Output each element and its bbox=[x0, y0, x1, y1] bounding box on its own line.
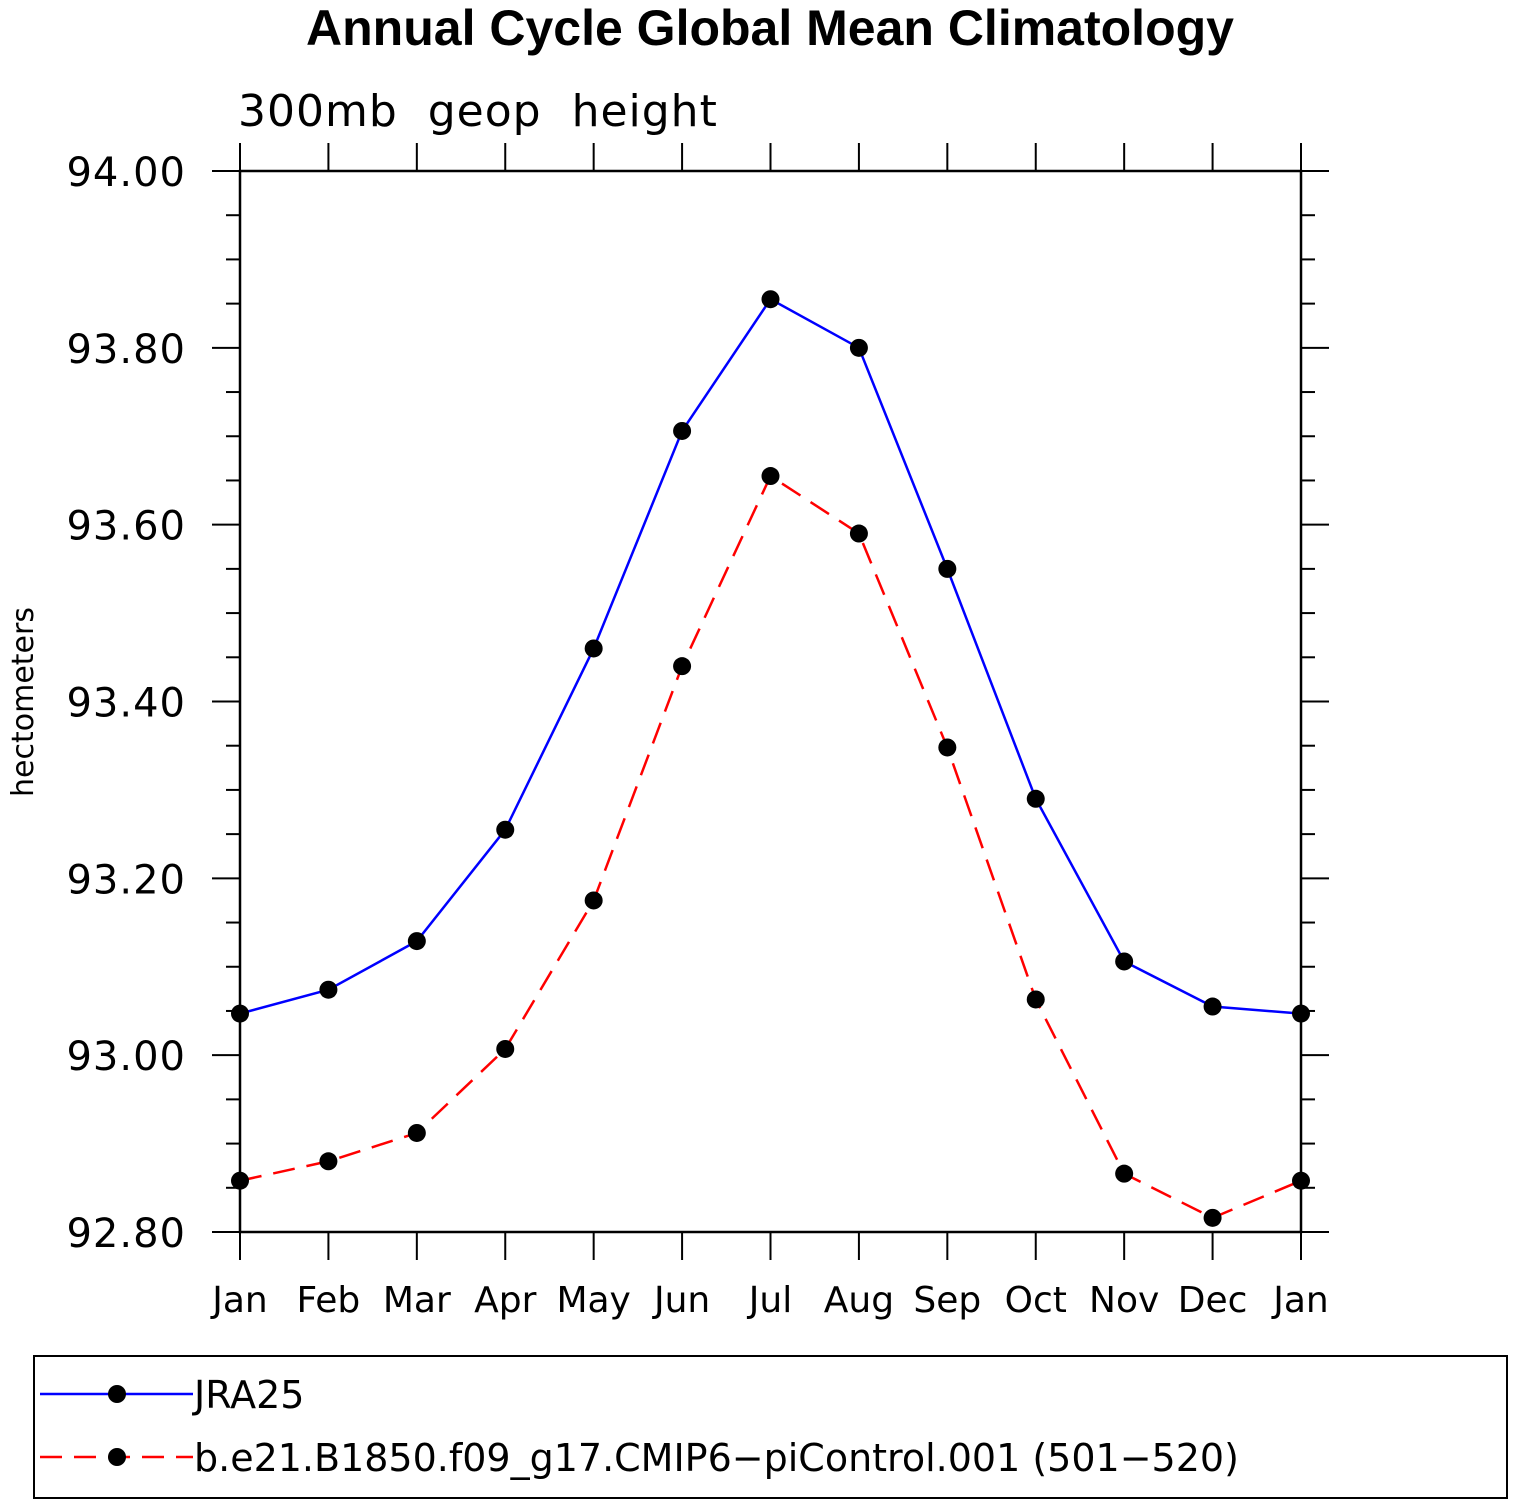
y-tick-label: 93.80 bbox=[66, 327, 186, 373]
x-tick-label: Oct bbox=[1005, 1280, 1067, 1321]
y-tick-label: 93.60 bbox=[66, 504, 186, 550]
data-point bbox=[1203, 1208, 1222, 1227]
series-layer bbox=[231, 290, 1310, 1227]
data-point bbox=[496, 1039, 515, 1058]
data-point bbox=[849, 338, 868, 357]
legend: JRA25 b.e21.B1850.f09_g17.CMIP6−piControl… bbox=[40, 1373, 1239, 1480]
series-line-0 bbox=[239, 297, 1302, 1015]
x-tick-label: Jun bbox=[652, 1280, 710, 1321]
chart-title: Annual Cycle Global Mean Climatology bbox=[306, 0, 1234, 56]
data-point bbox=[1026, 990, 1045, 1009]
x-tick-label: May bbox=[556, 1280, 630, 1321]
legend-label-0: JRA25 bbox=[192, 1373, 304, 1417]
legend-label-1: b.e21.B1850.f09_g17.CMIP6−piControl.001 … bbox=[194, 1436, 1239, 1480]
plot-axes: 92.80 93.00 93.20 93.40 93.60 93.80 94.00 Jan Fe… bbox=[66, 143, 1329, 1321]
legend-box bbox=[33, 1355, 1508, 1499]
chart-subtitle: 300mb geop height bbox=[238, 86, 718, 137]
data-point bbox=[319, 980, 338, 999]
x-tick-label: Apr bbox=[474, 1280, 536, 1321]
y-axis-label: hectometers bbox=[6, 607, 41, 797]
x-tick-label: Jul bbox=[747, 1280, 792, 1321]
data-point bbox=[1292, 1171, 1310, 1190]
series-line-1 bbox=[239, 474, 1302, 1220]
y-tick-label: 93.00 bbox=[66, 1034, 186, 1080]
data-point bbox=[761, 467, 780, 486]
y-tick-label: 92.80 bbox=[66, 1211, 186, 1257]
data-point bbox=[231, 1004, 249, 1023]
plot-frame bbox=[238, 169, 1303, 1234]
data-point bbox=[1203, 997, 1222, 1016]
data-point bbox=[231, 1171, 249, 1190]
data-point bbox=[584, 891, 603, 910]
x-tick-label: Feb bbox=[297, 1280, 361, 1321]
data-point bbox=[849, 524, 868, 543]
data-point bbox=[1115, 1164, 1134, 1183]
data-point bbox=[761, 290, 780, 309]
x-tick-label: Aug bbox=[824, 1280, 894, 1321]
y-tick-label: 93.40 bbox=[66, 681, 186, 727]
legend-marker bbox=[108, 1448, 126, 1466]
data-point bbox=[319, 1152, 338, 1171]
data-point bbox=[1026, 789, 1045, 808]
data-point bbox=[938, 559, 957, 578]
legend-marker bbox=[108, 1385, 126, 1403]
y-tick-label: 94.00 bbox=[66, 150, 186, 196]
data-point bbox=[496, 820, 515, 839]
data-point bbox=[673, 657, 692, 676]
data-point bbox=[407, 932, 426, 951]
x-tick-label: Dec bbox=[1178, 1280, 1248, 1321]
x-tick-label: Sep bbox=[913, 1280, 981, 1321]
x-tick-label: Jan bbox=[1271, 1280, 1329, 1321]
x-tick-label: Mar bbox=[383, 1280, 451, 1321]
data-point bbox=[673, 421, 692, 440]
data-point bbox=[938, 738, 957, 757]
data-point bbox=[1292, 1004, 1310, 1023]
data-point bbox=[1115, 952, 1134, 971]
y-tick-label: 93.20 bbox=[66, 857, 186, 903]
x-tick-label: Jan bbox=[210, 1280, 268, 1321]
data-point bbox=[584, 639, 603, 658]
x-tick-label: Nov bbox=[1089, 1280, 1159, 1321]
data-point bbox=[407, 1123, 426, 1142]
